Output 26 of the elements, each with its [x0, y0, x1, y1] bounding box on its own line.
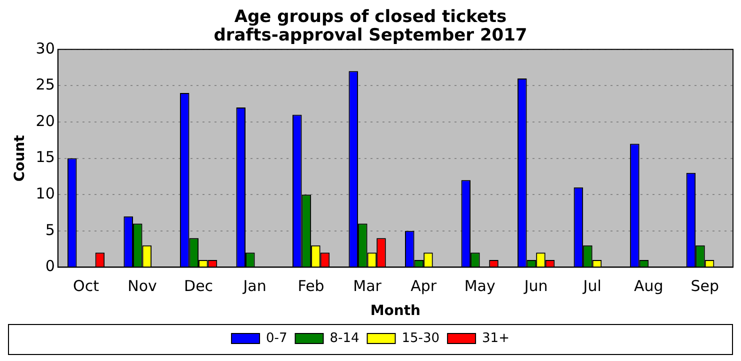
- y-tick-label: 10: [36, 184, 55, 202]
- y-tick-label: 25: [36, 76, 55, 94]
- x-tick-label: Jan: [242, 277, 266, 296]
- x-axis-title: Month: [370, 303, 421, 320]
- y-tick-label: 5: [45, 220, 55, 239]
- x-tick-label: Jun: [523, 277, 548, 296]
- legend-label: 8-14: [330, 330, 360, 346]
- x-tick-label: May: [464, 277, 496, 296]
- y-tick-label: 0: [45, 257, 55, 276]
- y-axis-title: Count: [12, 134, 28, 182]
- x-tick-label: Dec: [184, 277, 214, 296]
- legend-label: 31+: [482, 330, 510, 346]
- x-tick-label: Aug: [634, 277, 664, 296]
- x-tick-label: Mar: [353, 277, 382, 296]
- x-tick-label: Oct: [73, 277, 100, 296]
- x-tick-label: Sep: [690, 277, 720, 296]
- y-tick-label: 20: [36, 112, 55, 130]
- y-tick-label: 15: [36, 148, 55, 166]
- chart-title: Age groups of closed tickets drafts-approval September 2017: [214, 6, 528, 46]
- x-tick-label: Apr: [410, 277, 438, 296]
- x-tick-label: Nov: [128, 277, 158, 296]
- legend-label: 15-30: [402, 330, 440, 346]
- x-tick-label: Feb: [298, 277, 324, 296]
- y-tick-label: 30: [36, 39, 55, 58]
- x-tick-label: Jul: [582, 277, 602, 296]
- legend-label: 0-7: [266, 330, 288, 346]
